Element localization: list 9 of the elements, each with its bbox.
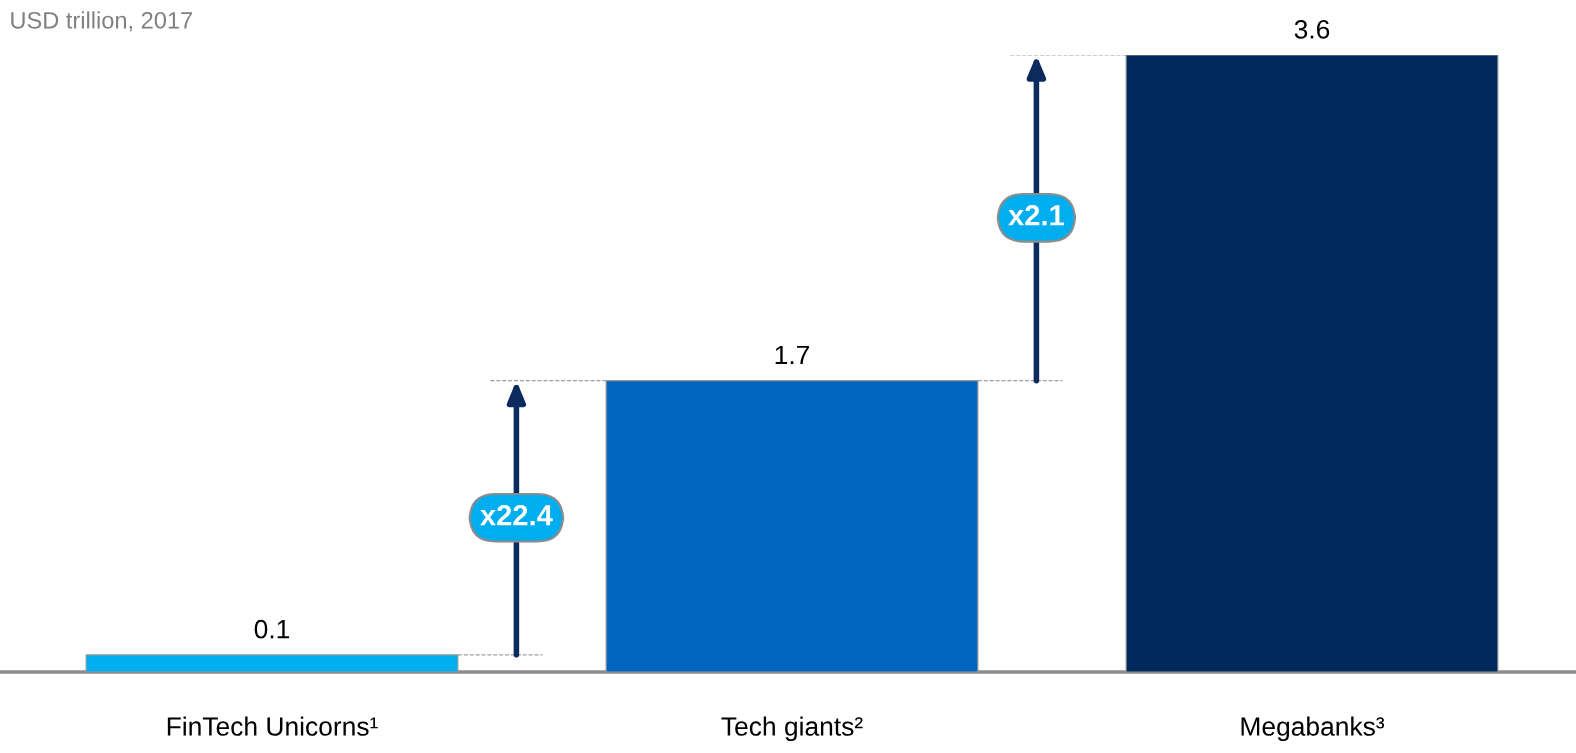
data-label: 3.6 <box>1294 19 1330 39</box>
chart-subtitle: USD trillion, 2017 <box>11 11 192 32</box>
data-label: 0.1 <box>254 619 290 639</box>
data-label: 1.7 <box>775 345 810 365</box>
annotation: x22.4 <box>480 504 553 526</box>
annotation: x2.1 <box>1008 205 1064 226</box>
x-tick-label: Megabanks³ <box>1241 716 1385 742</box>
x-tick-label: FinTech Unicorns¹ <box>167 716 378 736</box>
x-tick-label: Tech giants² <box>721 716 863 742</box>
